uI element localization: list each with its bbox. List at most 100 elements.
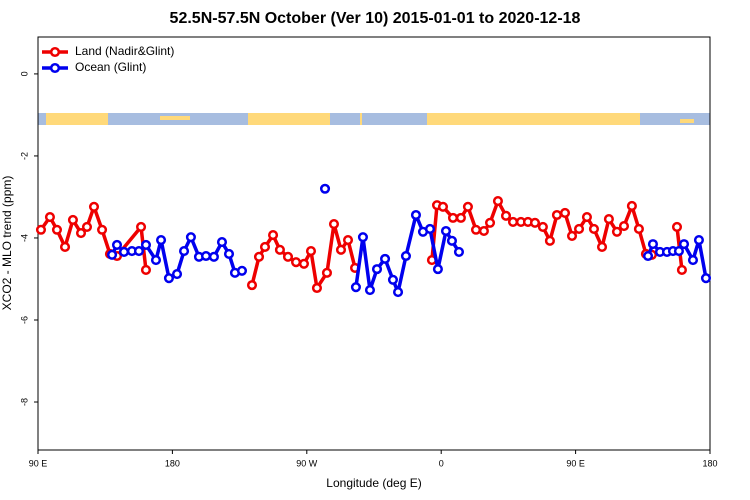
data-point — [208, 251, 219, 262]
data-point — [290, 257, 302, 268]
data-point — [200, 250, 212, 262]
data-point — [642, 250, 654, 262]
data-point — [319, 183, 331, 194]
data-point — [537, 221, 548, 232]
data-point — [588, 223, 600, 234]
data-point — [453, 246, 465, 257]
plot-frame — [37, 36, 711, 451]
data-point — [633, 223, 644, 234]
data-point — [298, 258, 310, 269]
data-point — [156, 234, 167, 246]
x-tick-label: 90 E — [29, 458, 48, 468]
data-point — [596, 241, 608, 253]
data-point — [133, 246, 144, 257]
data-point — [380, 253, 391, 264]
data-point — [88, 201, 100, 212]
data-point — [118, 246, 130, 257]
legend-marker — [49, 62, 61, 74]
y-tick-label: -4 — [19, 234, 29, 242]
data-point — [259, 241, 271, 253]
data-point — [676, 264, 687, 276]
data-point — [687, 255, 699, 266]
data-point — [678, 239, 690, 250]
data-point — [671, 221, 683, 232]
data-point — [321, 267, 333, 278]
y-tick-label: 0 — [19, 71, 29, 76]
data-point — [171, 269, 183, 280]
x-tick-label: 180 — [165, 458, 180, 468]
data-point — [135, 221, 147, 232]
data-point — [447, 212, 459, 223]
x-tick-label: 180 — [702, 458, 717, 468]
chart-title: 52.5N-57.5N October (Ver 10) 2015-01-01 … — [170, 10, 581, 27]
data-point — [140, 239, 152, 250]
data-point — [700, 273, 712, 284]
data-point — [392, 287, 404, 298]
data-point — [647, 239, 659, 250]
data-point — [111, 239, 123, 250]
data-point — [432, 264, 443, 275]
ocean-strip — [640, 113, 710, 125]
data-point — [462, 201, 473, 212]
ocean-strip — [38, 113, 46, 125]
data-point — [455, 212, 466, 223]
y-tick-label: -6 — [19, 316, 29, 324]
data-point — [335, 244, 347, 255]
data-point — [311, 282, 323, 294]
data-point — [44, 211, 55, 223]
data-point — [305, 246, 317, 257]
data-point — [163, 273, 175, 284]
data-point — [342, 234, 354, 246]
data-point — [446, 235, 458, 246]
legend-label: Land (Nadir&Glint) — [75, 44, 174, 58]
data-point — [371, 264, 383, 275]
data-point — [603, 214, 614, 225]
data-point — [581, 211, 592, 223]
data-point — [400, 250, 412, 262]
ocean-strip — [362, 113, 427, 125]
legend-label: Ocean (Glint) — [75, 60, 146, 74]
y-tick-label: -8 — [19, 398, 29, 406]
data-point — [529, 217, 541, 228]
legend-marker — [49, 46, 61, 58]
data-point — [611, 226, 623, 237]
land-ocean-strip — [38, 113, 710, 125]
data-point — [618, 221, 630, 232]
data-point — [59, 241, 71, 253]
data-point — [573, 223, 585, 234]
data-point — [236, 265, 248, 276]
data-point — [544, 235, 555, 246]
data-point — [357, 232, 368, 243]
data-point — [500, 210, 512, 221]
data-point — [328, 218, 340, 230]
data-point — [75, 227, 87, 239]
data-point — [223, 248, 235, 260]
data-point — [410, 209, 422, 221]
data-point — [507, 216, 519, 228]
data-point — [693, 234, 704, 246]
data-point — [478, 225, 489, 237]
data-point — [470, 224, 482, 235]
data-point — [673, 246, 684, 257]
data-point — [107, 249, 118, 260]
data-point — [492, 196, 503, 207]
data-point — [67, 214, 78, 225]
data-point — [178, 246, 190, 257]
data-point — [559, 207, 571, 218]
data-point — [51, 224, 63, 235]
data-point — [274, 244, 285, 255]
data-point — [140, 264, 152, 276]
data-point — [387, 274, 399, 285]
data-point — [246, 280, 258, 291]
data-point — [97, 224, 108, 235]
data-point — [566, 230, 578, 241]
data-point — [350, 282, 361, 293]
data-point — [185, 232, 196, 243]
data-point — [216, 237, 228, 248]
data-point — [484, 217, 496, 228]
x-tick-label: 0 — [439, 458, 444, 468]
data-point — [626, 200, 637, 212]
data-point — [364, 284, 376, 296]
data-point — [437, 201, 449, 212]
